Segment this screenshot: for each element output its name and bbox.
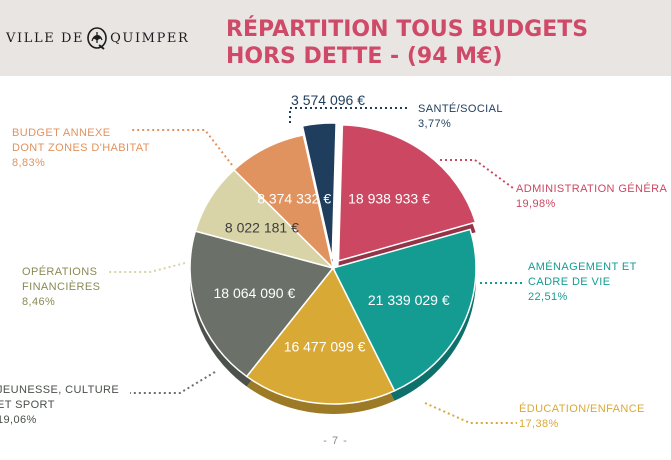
slice-value-label-6: 8 374 332 € xyxy=(257,190,331,206)
category-name: SANTÉ/SOCIAL xyxy=(418,103,503,115)
page-title: RÉPARTITION TOUS BUDGETS HORS DETTE - (9… xyxy=(226,16,666,70)
category-label-4: JEUNESSE, CULTURE ET SPORT 19,06% xyxy=(0,383,119,428)
title-line-2: HORS DETTE - (94 M€) xyxy=(226,44,503,69)
logo-text-left: VILLE DE xyxy=(6,30,85,46)
pie-slice-1 xyxy=(337,124,477,262)
leader-line-3 xyxy=(424,402,517,424)
quimper-emblem-icon xyxy=(86,26,108,50)
category-label-1: ADMINISTRATION GÉNÉRA 19,98% xyxy=(516,182,667,212)
category-name: OPÉRATIONS FINANCIÈRES xyxy=(22,266,101,293)
leader-line-1 xyxy=(440,159,514,189)
category-percent: 3,77% xyxy=(418,118,452,130)
category-name: ADMINISTRATION GÉNÉRA xyxy=(516,183,668,195)
category-name: AMÉNAGEMENT ET CADRE DE VIE xyxy=(528,261,637,288)
slice-value-label-1: 18 938 933 € xyxy=(348,190,430,206)
category-name: BUDGET ANNEXE DONT ZONES D'HABITAT xyxy=(12,127,150,154)
header-band: VILLE DE QUIMPER RÉPARTITION TOUS BUDGET… xyxy=(0,0,671,76)
slice-value-label-3: 16 477 099 € xyxy=(284,338,366,354)
category-percent: 8,46% xyxy=(22,296,56,308)
pie-slice-4 xyxy=(189,230,335,378)
slice-value-label-5: 8 022 181 € xyxy=(225,219,299,235)
page-number: - 7 - xyxy=(323,435,348,447)
pie-slice-2 xyxy=(331,228,477,392)
category-label-0: SANTÉ/SOCIAL 3,77% xyxy=(418,102,503,132)
leader-line-4 xyxy=(130,371,216,394)
leader-line-0 xyxy=(289,107,407,123)
category-label-3: ÉDUCATION/ENFANCE 17,38% xyxy=(519,402,645,432)
category-name: ÉDUCATION/ENFANCE xyxy=(519,403,645,415)
leader-line-5 xyxy=(108,262,186,273)
pie-slice-0 xyxy=(301,122,337,260)
category-percent: 8,83% xyxy=(12,157,46,169)
logo-text-right: QUIMPER xyxy=(110,30,190,46)
pie-slice-6 xyxy=(232,134,335,271)
pie-slice-3 xyxy=(245,266,396,405)
category-percent: 22,51% xyxy=(528,291,568,303)
category-percent: 19,06% xyxy=(0,414,37,426)
city-logo: VILLE DE QUIMPER xyxy=(6,26,189,50)
category-label-6: BUDGET ANNEXE DONT ZONES D'HABITAT 8,83% xyxy=(12,126,150,171)
category-label-5: OPÉRATIONS FINANCIÈRES 8,46% xyxy=(22,265,100,310)
title-line-1: RÉPARTITION TOUS BUDGETS xyxy=(226,17,589,42)
slice-value-label-2: 21 339 029 € xyxy=(368,292,450,308)
category-percent: 17,38% xyxy=(519,418,559,430)
category-percent: 19,98% xyxy=(516,198,556,210)
slice-value-label-4: 18 064 090 € xyxy=(214,285,296,301)
slice-value-label-0: 3 574 096 € xyxy=(291,92,365,108)
category-name: JEUNESSE, CULTURE ET SPORT xyxy=(0,384,120,411)
category-label-2: AMÉNAGEMENT ET CADRE DE VIE 22,51% xyxy=(528,260,637,305)
